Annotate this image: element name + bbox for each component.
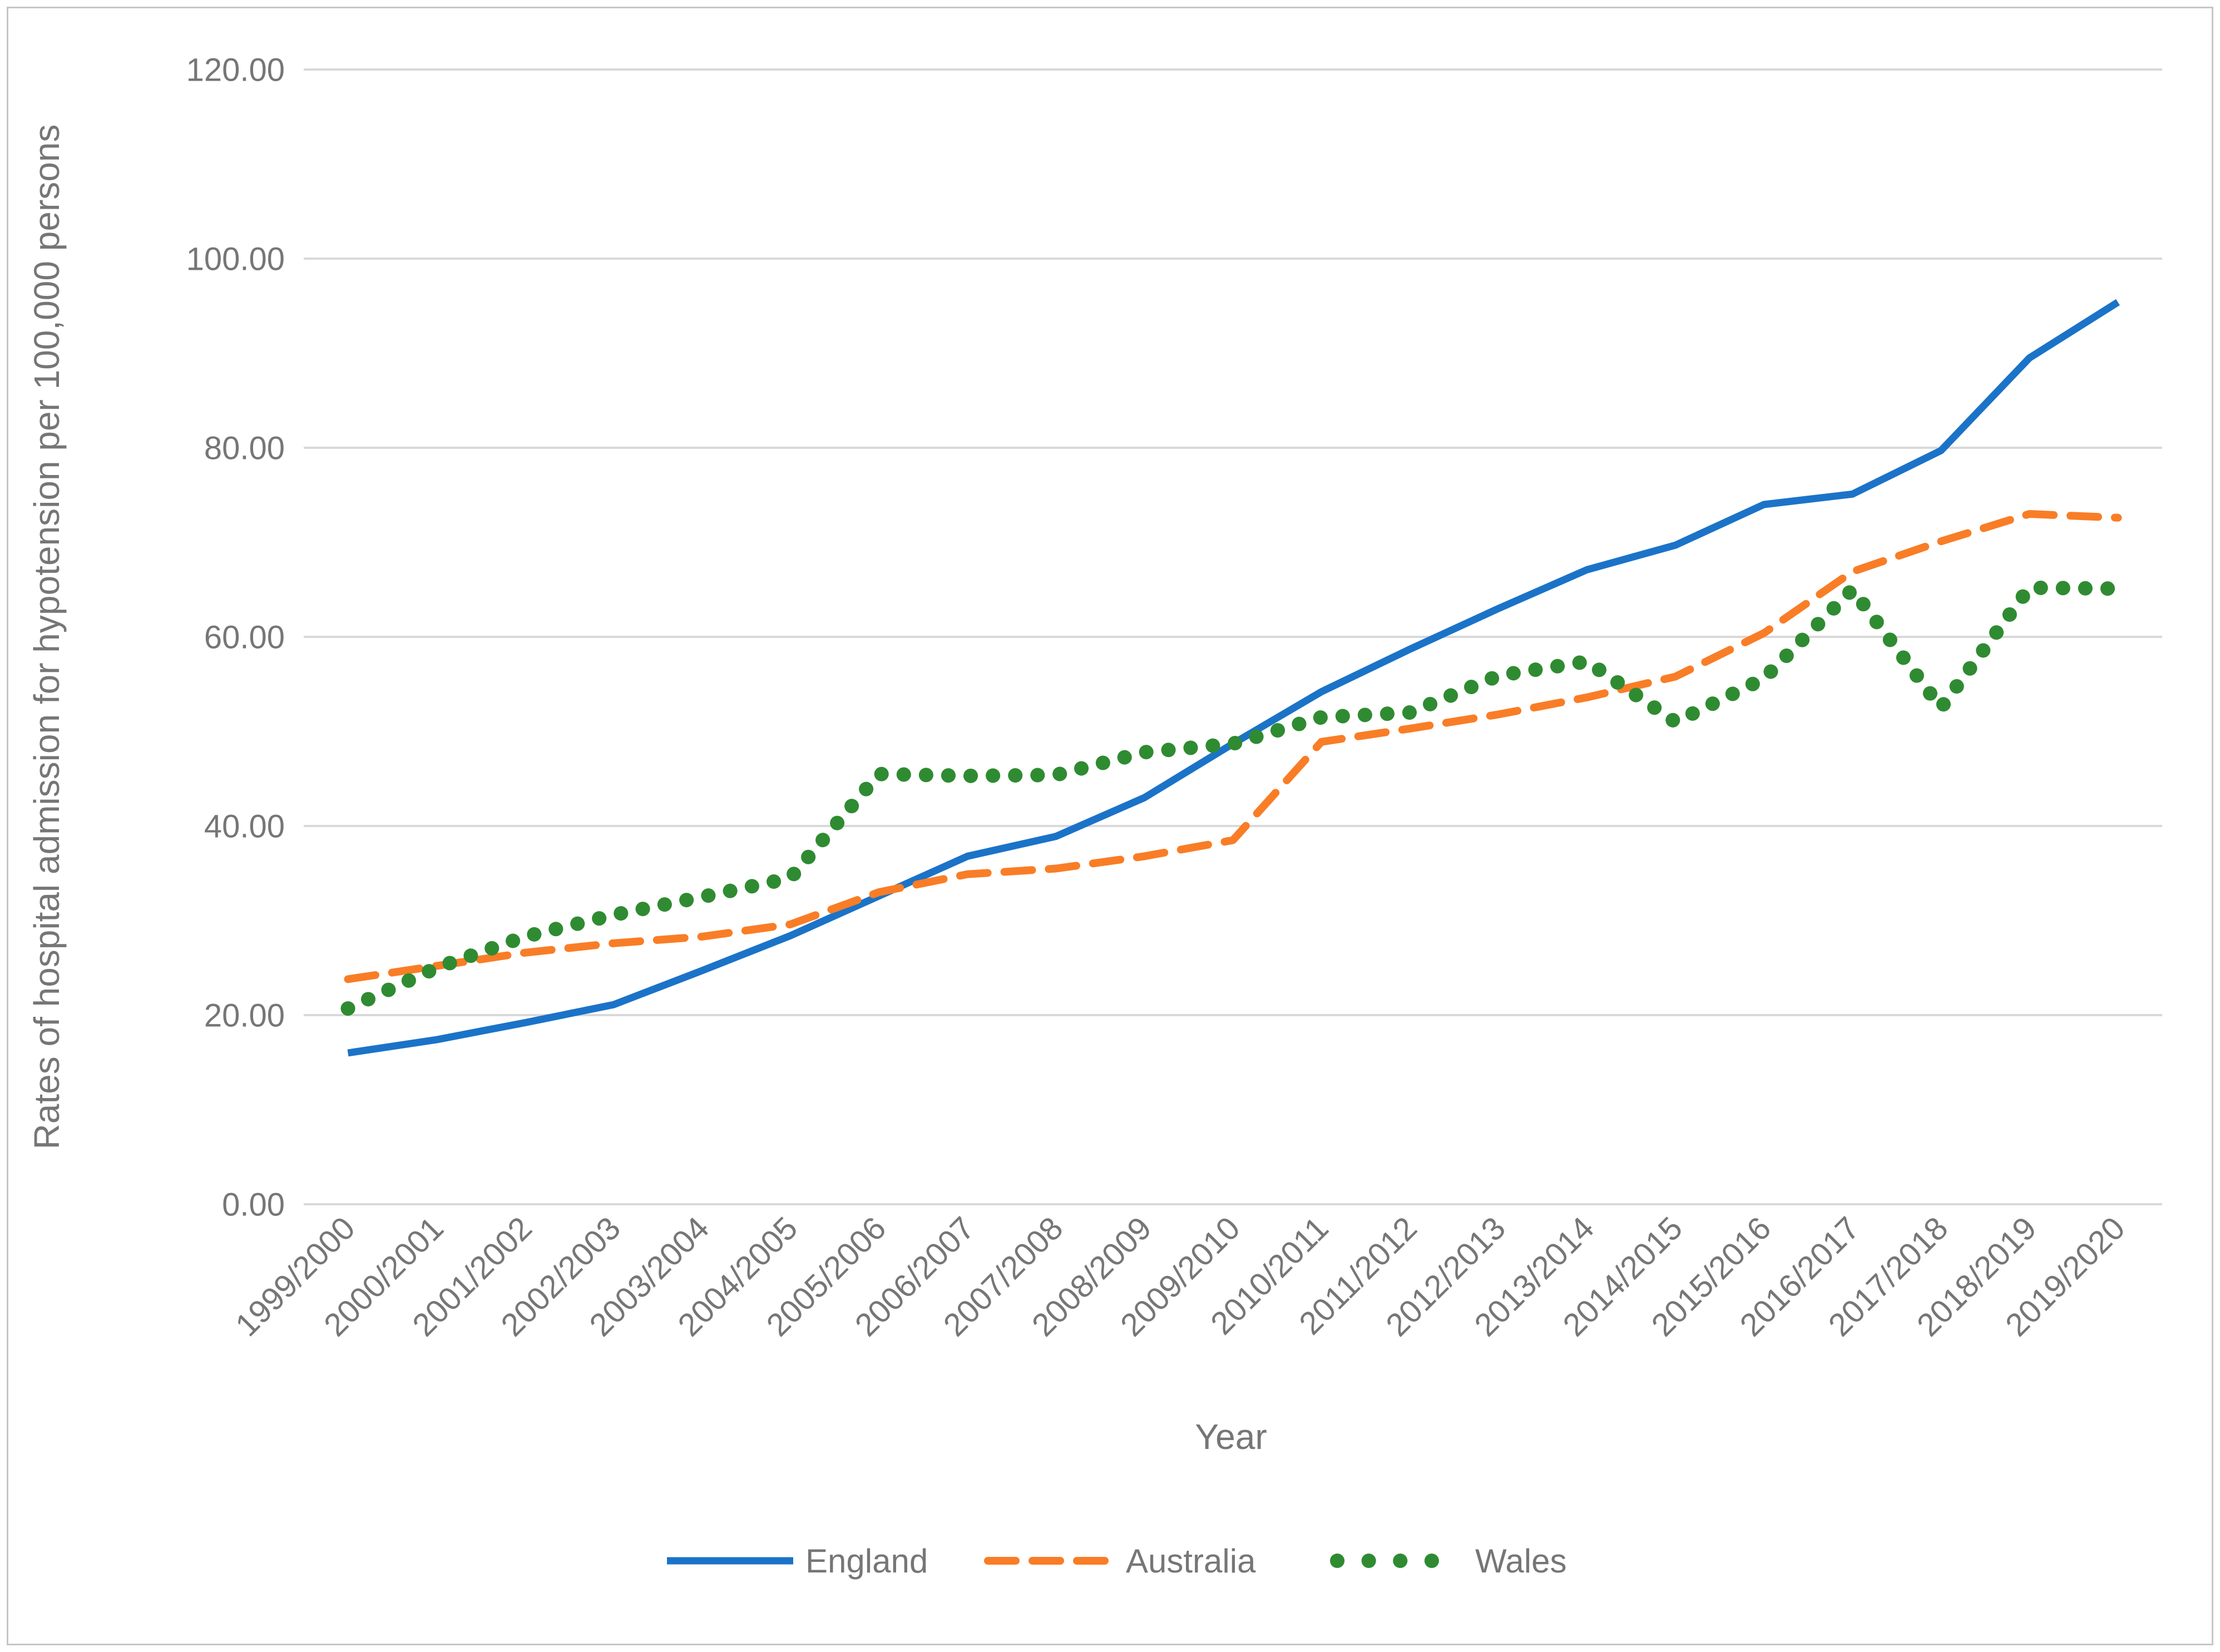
series-lines: [340, 299, 2125, 1057]
y-tick-label: 20.00: [204, 997, 285, 1033]
y-tick-label: 100.00: [186, 241, 285, 277]
x-axis-tick-labels: 1999/20002000/20012001/20022002/20032003…: [229, 1210, 2132, 1343]
legend-item-wales: Wales: [1330, 1542, 1566, 1580]
y-tick-label: 120.00: [186, 52, 285, 88]
legend-label-wales: Wales: [1475, 1542, 1566, 1580]
legend: England Australia Wales: [667, 1542, 1566, 1580]
wales-line: [340, 580, 2125, 1016]
x-axis-title: Year: [1195, 1417, 1267, 1457]
y-axis-tick-labels: 0.00 20.00 40.00 60.00 80.00 100.00 120.00: [186, 52, 285, 1223]
y-axis-title: Rates of hospital admission for hypotens…: [27, 125, 67, 1150]
y-tick-label: 60.00: [204, 619, 285, 655]
legend-item-england: England: [667, 1542, 928, 1580]
legend-label-england: England: [805, 1542, 928, 1580]
australia-line: [344, 510, 2122, 983]
legend-label-australia: Australia: [1126, 1542, 1256, 1580]
y-tick-label: 40.00: [204, 808, 285, 844]
legend-item-australia: Australia: [984, 1542, 1256, 1580]
y-tick-label: 80.00: [204, 430, 285, 466]
y-tick-label: 0.00: [222, 1186, 285, 1223]
gridlines: [304, 68, 2162, 1205]
